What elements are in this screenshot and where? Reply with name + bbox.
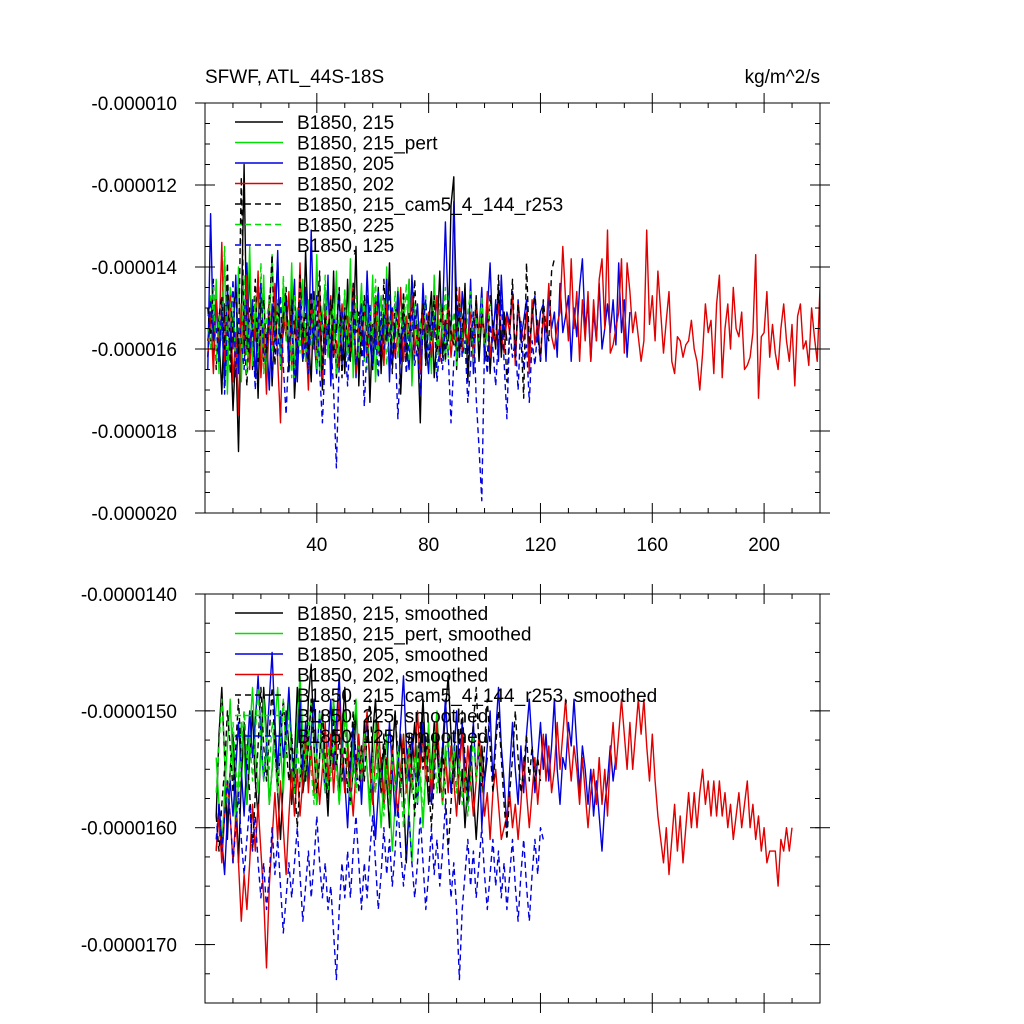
- bottom-axes: -0.0000140 -0.0000150 -0.0000160 -0.0000170: [81, 584, 830, 1013]
- bot-legend-label-2: B1850, 205, smoothed: [297, 645, 488, 666]
- top-x-tick-label: 200: [748, 535, 780, 556]
- bot-legend-label-6: B1850, 125, smoothed: [297, 727, 488, 748]
- top-legend-label-6: B1850, 125: [297, 236, 394, 257]
- top-x-tick-label: 120: [525, 535, 557, 556]
- top-panel: SFWF, ATL_44S-18S kg/m^2/s 40 80 120 160 200…: [91, 67, 830, 556]
- top-chart-units: kg/m^2/s: [745, 67, 820, 88]
- top-legend-label-4: B1850, 215_cam5_4_144_r253: [297, 195, 563, 216]
- top-chart-title: SFWF, ATL_44S-18S: [205, 67, 384, 88]
- top-y-tick-label: -0.000020: [91, 504, 177, 525]
- bot-series-line-5: [215, 686, 483, 829]
- bot-y-tick-label: -0.0000170: [81, 936, 177, 957]
- top-series-line-2: [207, 200, 631, 391]
- bot-legend-label-1: B1850, 215_pert, smoothed: [297, 625, 532, 646]
- top-x-tick-label: 80: [418, 535, 439, 556]
- top-x-tick-label: 160: [636, 535, 668, 556]
- bot-legend-label-0: B1850, 215, smoothed: [297, 604, 488, 625]
- bot-y-tick-label: -0.0000150: [81, 702, 177, 723]
- top-series-line-4: [207, 176, 556, 399]
- top-legend-label-2: B1850, 205: [297, 154, 394, 175]
- top-y-tick-label: -0.000016: [91, 340, 177, 361]
- bot-legend-label-3: B1850, 202, smoothed: [297, 666, 488, 687]
- top-y-tick-label: -0.000018: [91, 422, 177, 443]
- top-series-group: [207, 163, 820, 502]
- bot-legend-label-4: B1850, 215_cam5_4_144_r253, smoothed: [297, 686, 657, 707]
- top-x-tick-label: 40: [306, 535, 327, 556]
- bot-series-line-6: [215, 780, 544, 981]
- top-series-line-5: [207, 245, 491, 383]
- bot-y-tick-label: -0.0000160: [81, 819, 177, 840]
- top-legend-label-0: B1850, 215: [297, 113, 394, 134]
- bot-y-tick-label: -0.0000140: [81, 585, 177, 606]
- top-legend-label-5: B1850, 225: [297, 216, 394, 237]
- bot-legend-label-5: B1850, 225, smoothed: [297, 707, 488, 728]
- top-legend-label-1: B1850, 215_pert: [297, 134, 438, 155]
- bot-series-line-3: [215, 698, 793, 969]
- bottom-series-group: [215, 651, 793, 981]
- top-axes: 40 80 120 160 200 -0.000010 -0.000012 -0.000014…: [91, 93, 830, 556]
- bottom-panel: -0.0000140 -0.0000150 -0.0000160 -0.0000170…: [81, 584, 830, 1013]
- top-y-tick-label: -0.000010: [91, 94, 177, 115]
- top-y-tick-label: -0.000014: [91, 258, 177, 279]
- top-y-tick-label: -0.000012: [91, 176, 177, 197]
- top-series-line-6: [207, 278, 542, 502]
- top-legend-label-3: B1850, 202: [297, 175, 394, 196]
